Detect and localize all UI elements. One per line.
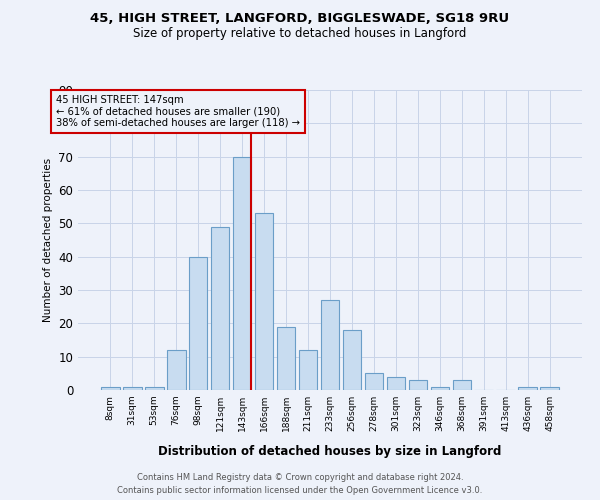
X-axis label: Distribution of detached houses by size in Langford: Distribution of detached houses by size … xyxy=(158,445,502,458)
Bar xyxy=(343,330,361,390)
Text: Size of property relative to detached houses in Langford: Size of property relative to detached ho… xyxy=(133,28,467,40)
Bar xyxy=(320,300,340,390)
Bar xyxy=(167,350,185,390)
Bar xyxy=(409,380,427,390)
Bar xyxy=(233,156,251,390)
Bar xyxy=(277,326,295,390)
Bar xyxy=(255,214,274,390)
Bar xyxy=(365,374,383,390)
Bar xyxy=(541,386,559,390)
Bar xyxy=(299,350,317,390)
Bar xyxy=(123,386,142,390)
Bar xyxy=(386,376,405,390)
Bar xyxy=(145,386,164,390)
Y-axis label: Number of detached properties: Number of detached properties xyxy=(43,158,53,322)
Bar xyxy=(101,386,119,390)
Bar xyxy=(452,380,471,390)
Text: 45, HIGH STREET, LANGFORD, BIGGLESWADE, SG18 9RU: 45, HIGH STREET, LANGFORD, BIGGLESWADE, … xyxy=(91,12,509,26)
Bar xyxy=(431,386,449,390)
Text: Contains HM Land Registry data © Crown copyright and database right 2024.: Contains HM Land Registry data © Crown c… xyxy=(137,472,463,482)
Bar xyxy=(518,386,537,390)
Text: 45 HIGH STREET: 147sqm
← 61% of detached houses are smaller (190)
38% of semi-de: 45 HIGH STREET: 147sqm ← 61% of detached… xyxy=(56,95,301,128)
Text: Contains public sector information licensed under the Open Government Licence v3: Contains public sector information licen… xyxy=(118,486,482,495)
Bar xyxy=(211,226,229,390)
Bar xyxy=(189,256,208,390)
